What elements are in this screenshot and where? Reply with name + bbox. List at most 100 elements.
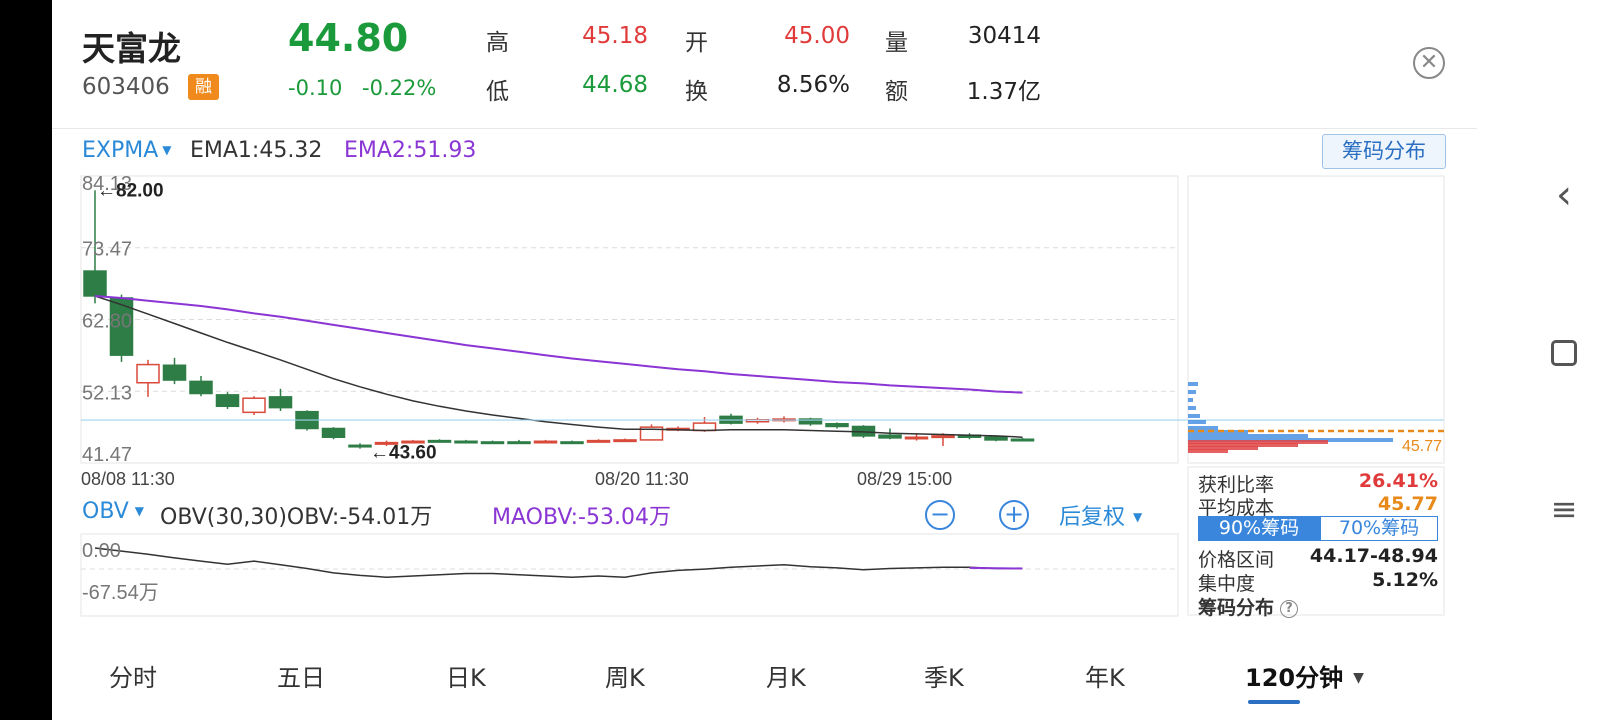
tab-70-percent-chips[interactable]: 70%筹码 xyxy=(1320,516,1438,541)
stock-detail-screen: 天富龙 603406 融 44.80 -0.10 -0.22% 高 45.18 … xyxy=(52,0,1600,720)
candle-body xyxy=(374,441,399,445)
quote-label-low: 低 xyxy=(486,79,509,105)
chip-bar xyxy=(1188,406,1196,410)
candle-body xyxy=(533,440,558,444)
obv-params: OBV(30,30)OBV:-54.01万 xyxy=(160,505,433,530)
home-icon[interactable] xyxy=(1528,340,1600,366)
candle-body xyxy=(507,441,531,445)
x-tick-label: 08/08 11:30 xyxy=(81,469,175,489)
tab-quarterly-k[interactable]: 季K xyxy=(924,664,964,692)
candle-body xyxy=(480,441,505,445)
ema2-value: EMA2:51.93 xyxy=(344,138,477,163)
ema1-line xyxy=(94,295,1023,438)
quote-value-open: 45.00 xyxy=(784,23,850,49)
profit-ratio-value: 26.41% xyxy=(1358,470,1438,492)
quote-label-volume: 量 xyxy=(885,30,908,56)
back-icon[interactable]: ‹ xyxy=(1556,172,1572,218)
price-chart[interactable]: 45.77 84.13 73.47 62.80 52.13 41.47 08/08 11:… xyxy=(52,0,1477,720)
indicator-selector[interactable]: EXPMA ▼ xyxy=(82,138,172,163)
obv-y-tick-label: 0.00 xyxy=(82,540,121,562)
close-icon[interactable]: ✕ xyxy=(1413,47,1445,79)
dropdown-arrow-icon: ▼ xyxy=(1353,670,1364,686)
candles-group xyxy=(83,190,1035,449)
candle-body xyxy=(825,423,849,428)
price-change-percent: -0.22% xyxy=(362,76,437,100)
profit-ratio-label: 获利比率 xyxy=(1198,474,1275,496)
quote-value-turnover: 8.56% xyxy=(776,72,850,98)
candle-body xyxy=(242,397,266,414)
candle-body xyxy=(1010,438,1035,442)
header-divider xyxy=(52,128,1477,129)
obv-y-tick-label: -67.54万 xyxy=(82,582,159,604)
concentration-value: 5.12% xyxy=(1372,569,1438,591)
quote-label-open: 开 xyxy=(685,30,708,56)
obv-line xyxy=(94,547,1023,578)
tab-120-minute[interactable]: 120分钟 ▼ xyxy=(1245,658,1364,693)
y-tick-label: 73.47 xyxy=(82,239,132,261)
candle-body xyxy=(83,270,107,297)
chart-grid xyxy=(80,175,1179,617)
concentration-label: 集中度 xyxy=(1198,573,1256,595)
quote-value-amount: 1.37亿 xyxy=(966,79,1041,105)
price-change: -0.10 xyxy=(288,76,343,100)
candle-body xyxy=(268,396,293,409)
candle-body xyxy=(162,364,187,381)
chip-bar xyxy=(1188,398,1193,402)
adjust-mode-selector[interactable]: 后复权 ▼ xyxy=(1059,499,1142,531)
margin-trading-badge: 融 xyxy=(188,74,219,100)
avg-cost-label: 45.77 xyxy=(1402,438,1442,455)
min-price-marker: ←43.60 xyxy=(370,443,437,464)
chip-bar xyxy=(1188,390,1196,394)
chip-bar xyxy=(1188,426,1218,430)
tab-120-minute-label: 120分钟 xyxy=(1245,664,1344,692)
quote-label-high: 高 xyxy=(486,30,509,56)
candle-body xyxy=(401,440,425,444)
candle-body xyxy=(560,441,584,445)
candle-body xyxy=(348,444,372,448)
ema-lines xyxy=(81,295,1444,438)
chip-bar xyxy=(1188,449,1228,453)
dropdown-arrow-icon: ▼ xyxy=(1133,510,1143,524)
tab-wuri[interactable]: 五日 xyxy=(277,664,325,692)
y-tick-label: 84.13 xyxy=(82,173,132,195)
candle-body xyxy=(136,363,160,384)
tab-yearly-k[interactable]: 年K xyxy=(1085,664,1125,692)
tab-daily-k[interactable]: 日K xyxy=(446,664,486,692)
tab-fenshi[interactable]: 分时 xyxy=(109,664,157,692)
tab-weekly-k[interactable]: 周K xyxy=(605,664,645,692)
chip-bar xyxy=(1188,382,1198,386)
chip-distribution-bars: 45.77 xyxy=(1187,175,1445,616)
tab-90-percent-chips[interactable]: 90%筹码 xyxy=(1198,516,1320,541)
price-range-label: 价格区间 xyxy=(1198,549,1275,571)
candle-body xyxy=(427,439,452,443)
help-icon[interactable]: ? xyxy=(1280,600,1299,618)
candle-body xyxy=(931,435,955,439)
chip-bar xyxy=(1188,414,1200,418)
max-price-marker: ←82.00 xyxy=(97,180,164,201)
candle-body xyxy=(904,436,929,440)
ema1-value: EMA1:45.32 xyxy=(190,138,323,163)
y-tick-label: 62.80 xyxy=(82,311,132,333)
chip-stats-frame xyxy=(1187,466,1445,616)
chip-chart-frame xyxy=(1187,175,1445,464)
recent-apps-icon[interactable]: ≡ xyxy=(1550,490,1578,528)
y-tick-label: 41.47 xyxy=(82,444,132,466)
stock-name: 天富龙 xyxy=(82,29,181,68)
candle-body xyxy=(878,434,902,439)
candle-body xyxy=(692,422,717,432)
x-tick-label: 08/20 11:30 xyxy=(595,469,689,489)
candle-body xyxy=(798,418,823,425)
dropdown-arrow-icon: ▼ xyxy=(134,504,145,518)
zoom-in-icon[interactable]: + xyxy=(999,500,1029,530)
current-price: 44.80 xyxy=(288,16,409,60)
quote-label-amount: 额 xyxy=(885,79,908,105)
chip-bar xyxy=(1188,446,1258,450)
sub-indicator-selector[interactable]: OBV ▼ xyxy=(82,499,144,524)
zoom-out-icon[interactable]: − xyxy=(925,500,955,530)
tab-monthly-k[interactable]: 月K xyxy=(766,664,806,692)
avg-cost-label: 平均成本 xyxy=(1198,497,1275,519)
chip-distribution-button[interactable]: 筹码分布 xyxy=(1322,134,1446,169)
candle-body xyxy=(613,439,637,443)
quote-value-high: 45.18 xyxy=(582,23,648,49)
price-range-value: 44.17-48.94 xyxy=(1309,545,1438,567)
